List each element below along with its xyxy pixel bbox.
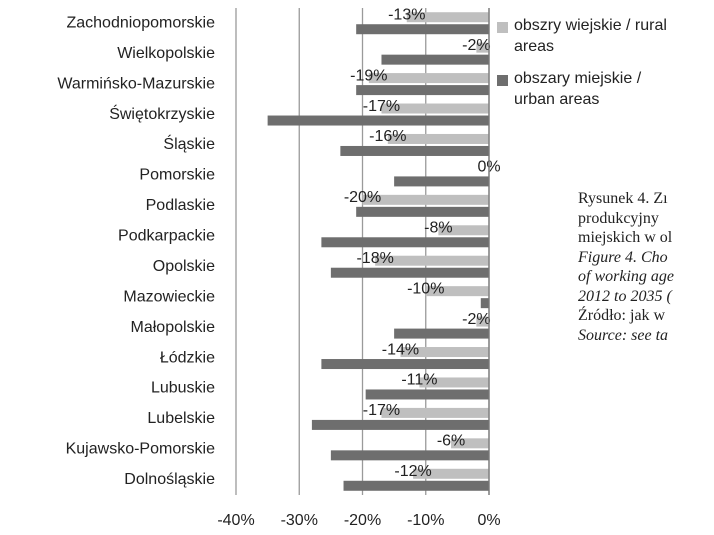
x-tick-label: -30% [281, 512, 318, 529]
bar [362, 194, 489, 205]
bar [321, 237, 489, 248]
x-tick-label: -40% [217, 512, 254, 529]
bar [387, 133, 489, 144]
y-tick-label: Warmińsko-Mazurskie [57, 75, 215, 92]
caption-line: Source: see ta [578, 326, 669, 344]
data-label: -18% [356, 250, 393, 267]
y-tick-label: Opolskie [153, 258, 215, 275]
bar [356, 24, 489, 35]
legend-label: obszry wiejskie / rural areas [514, 17, 667, 55]
data-label: -10% [407, 280, 444, 297]
data-label: -19% [350, 67, 387, 84]
bar [381, 407, 489, 418]
bar [394, 328, 489, 339]
y-tick-label: Wielkopolskie [117, 45, 215, 62]
y-tick-label: Zachodniopomorskie [66, 14, 215, 31]
data-label: -20% [344, 189, 381, 206]
x-tick-label: 0% [477, 512, 500, 529]
bar [356, 206, 489, 217]
bar [267, 115, 489, 126]
bar [413, 468, 489, 479]
caption-line: of working age [578, 268, 674, 285]
caption-line: produkcyjny [578, 209, 659, 227]
x-tick-label: -10% [407, 512, 444, 529]
y-tick-label: Dolnośląskie [124, 471, 215, 488]
data-label: -17% [363, 98, 400, 115]
bar [476, 316, 489, 327]
bar [311, 419, 489, 430]
bar [451, 438, 489, 449]
y-tick-label: Podkarpackie [118, 228, 215, 245]
bar [394, 176, 489, 187]
bar [381, 54, 489, 65]
y-tick-label: Lubelskie [147, 410, 215, 427]
bar [343, 480, 489, 491]
caption-line: Figure 4. Cho [578, 248, 668, 266]
y-tick-label: Łódzkie [160, 349, 215, 366]
data-label: -11% [401, 372, 437, 389]
data-label: -16% [369, 128, 406, 145]
bar [375, 255, 489, 266]
bar [365, 389, 489, 400]
bar [438, 225, 489, 236]
bar [400, 347, 489, 358]
caption-line: Rysunek 4. Zı [578, 190, 668, 207]
bar [340, 145, 489, 156]
y-tick-label: Kujawsko-Pomorskie [66, 441, 215, 458]
x-tick-label: -20% [344, 512, 381, 529]
y-tick-label: Świętokrzyskie [109, 104, 215, 123]
bar [330, 267, 489, 278]
caption-line: miejskich w ol [578, 229, 673, 246]
bar [321, 359, 489, 370]
caption-line: 2012 to 2035 ( [578, 287, 672, 305]
caption: Rysunek 4. Zı produkcyjny miejskich w ol Fi… [578, 189, 674, 345]
caption-line: Źródło: jak w [578, 307, 666, 324]
y-tick-label: Śląskie [163, 134, 215, 153]
data-label: -2% [462, 37, 490, 54]
data-label: -13% [388, 6, 425, 23]
bar [381, 103, 489, 114]
legend-label: obszary miejskie / urban areas [514, 70, 642, 108]
legend-swatch [497, 75, 508, 86]
y-tick-label: Mazowieckie [123, 288, 215, 305]
bar [356, 85, 489, 96]
y-tick-label: Małopolskie [131, 319, 216, 336]
bar [480, 298, 489, 309]
y-tick-label: Pomorskie [139, 167, 215, 184]
legend-swatch [497, 22, 508, 33]
bar [406, 12, 489, 23]
bar [419, 377, 489, 388]
bar [476, 42, 489, 53]
data-label: -6% [437, 433, 465, 450]
data-label: -8% [424, 220, 452, 237]
data-label: -2% [462, 311, 490, 328]
bar [330, 450, 489, 461]
data-label: -14% [382, 341, 419, 358]
y-tick-label: Lubuskie [151, 380, 215, 397]
data-label: -12% [394, 463, 431, 480]
y-tick-label: Podlaskie [146, 197, 215, 214]
data-label: -17% [363, 402, 400, 419]
bar [368, 73, 489, 84]
bar [425, 286, 489, 297]
